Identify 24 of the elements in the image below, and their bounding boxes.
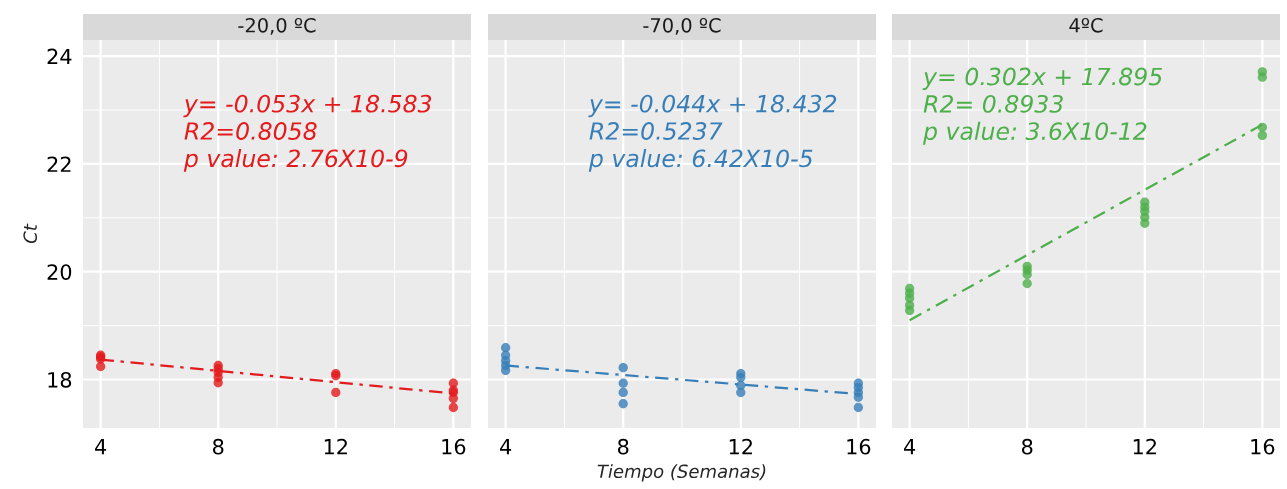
x-axis-title: Tiempo (Semanas) [597, 464, 766, 482]
annotation: y= 0.302x + 17.895 R2= 0.8933 p value: 3.6X10-12 [922, 67, 1162, 145]
y-tick-label: 20 [47, 264, 72, 280]
annotation: y= -0.053x + 18.583 R2=0.8058 p value: 2.76X10-9 [183, 94, 432, 172]
y-tick-label: 18 [48, 371, 72, 388]
x-tick-label: 8 [618, 438, 629, 455]
chart-title: 4ºC [1069, 17, 1103, 33]
x-tick-label: 8 [213, 438, 224, 455]
x-tick-label: 16 [1251, 438, 1275, 455]
annotation: y= -0.044x + 18.432 R2=0.5237 p value: 6.42X10-5 [588, 94, 837, 172]
y-tick-label: 24 [47, 48, 72, 65]
x-tick-label: 8 [1022, 438, 1033, 455]
x-tick-label: 12 [729, 438, 752, 455]
x-tick-label: 4 [904, 439, 916, 455]
x-tick-label: 4 [95, 439, 107, 455]
chart-title: -70,0 ºC [643, 17, 721, 35]
x-tick-label: 4 [500, 439, 512, 455]
x-tick-label: 12 [324, 438, 347, 455]
y-axis-title: Ct [23, 223, 38, 244]
x-tick-label: 12 [1133, 438, 1156, 455]
y-tick-label: 22 [47, 156, 71, 172]
x-tick-label: 16 [847, 438, 871, 455]
x-tick-label: 16 [442, 438, 466, 455]
chart-title: -20,0 ºC [238, 17, 316, 35]
